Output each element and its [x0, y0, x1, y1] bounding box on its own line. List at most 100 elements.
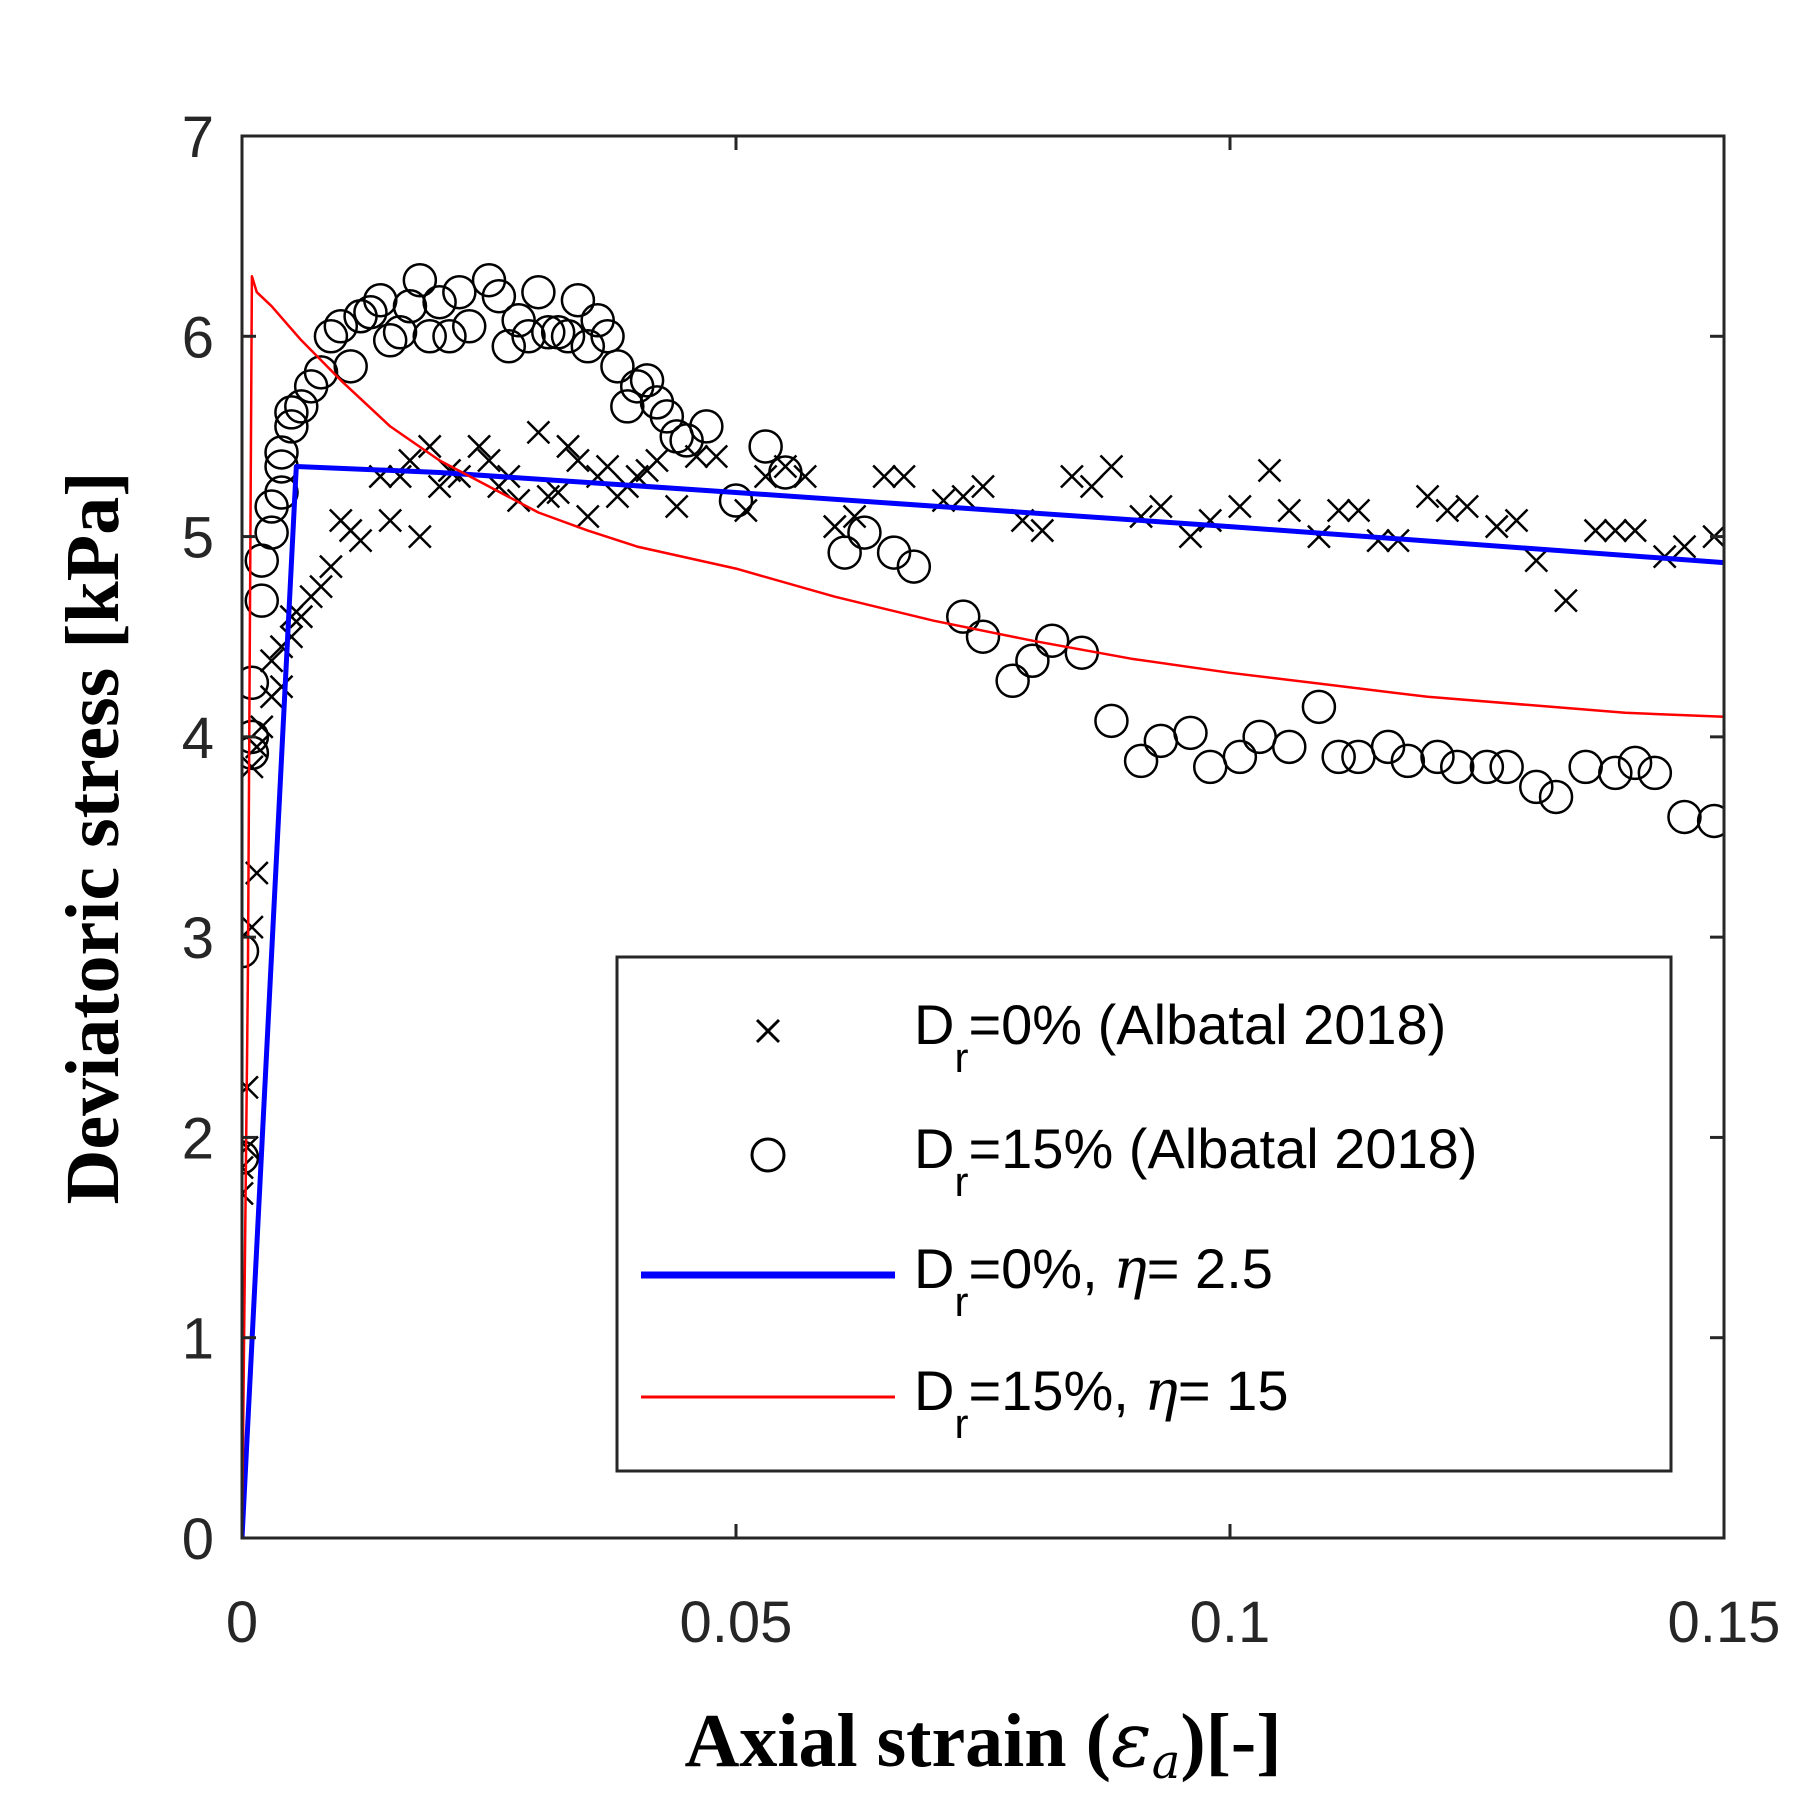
legend-entry-dr0-model: Dr=0%, η= 2.5 [641, 1237, 1273, 1325]
data-point-circle [896, 549, 932, 584]
data-point-x [892, 464, 916, 489]
x-axis-title-subscript: a [1152, 1734, 1181, 1790]
legend-label-dr0-data: Dr=0% (Albatal 2018) [914, 993, 1446, 1081]
data-point-x [575, 504, 600, 529]
data-point-circle [1015, 643, 1050, 678]
series-line [242, 274, 1724, 1538]
legend-label-dr0-model: Dr=0%, η= 2.5 [914, 1237, 1273, 1325]
data-point-x [289, 604, 314, 629]
data-point-x [556, 434, 580, 459]
tick-layer: 0 0.05 0.1 0.15 0 1 2 3 4 5 6 7 [182, 105, 1781, 1655]
data-point-x [506, 488, 531, 513]
data-point-circle [274, 409, 309, 444]
data-point-x [1030, 518, 1055, 543]
data-point-x [1227, 494, 1252, 519]
data-point-circle [323, 309, 359, 344]
data-point-x [1366, 528, 1391, 553]
data-point-circle [1667, 799, 1702, 835]
data-point-circle [242, 933, 260, 969]
y-tick-label: 5 [182, 506, 214, 571]
data-point-x [1504, 508, 1529, 533]
data-point-circle [521, 274, 556, 310]
data-point-x [526, 420, 551, 445]
data-point-circle [402, 262, 438, 298]
data-point-circle [1617, 745, 1653, 781]
data-point-x [704, 444, 729, 469]
data-point-circle [718, 483, 754, 518]
data-point-x [566, 448, 590, 473]
data-point-circle [1123, 743, 1159, 779]
legend-entry-dr15-data: Dr=15% (Albatal 2018) [750, 1117, 1477, 1205]
data-point-x [1346, 498, 1371, 523]
data-point-circle [284, 389, 319, 424]
x-axis-title-prefix: Axial strain ( [684, 1699, 1110, 1783]
data-point-circle [629, 363, 665, 398]
data-point-circle [491, 329, 527, 364]
data-point-x [1435, 498, 1460, 523]
series-1 [242, 262, 1724, 1175]
data-point-circle [451, 309, 487, 344]
data-point-circle [242, 1140, 260, 1175]
data-point-x [259, 648, 284, 673]
data-point-circle [1598, 755, 1633, 791]
data-point-circle [531, 315, 566, 350]
data-point-circle [392, 288, 428, 324]
series-0 [242, 420, 1724, 1206]
data-point-x [1307, 524, 1331, 549]
data-point-x [1129, 504, 1153, 529]
data-point-circle [560, 282, 596, 318]
data-point-x [1524, 548, 1549, 573]
data-point-circle [382, 315, 418, 350]
data-point-x [1583, 518, 1608, 543]
x-axis-title: Axial strain (εa)[-] [684, 1695, 1281, 1790]
legend-entry-dr15-model: Dr=15%, η= 15 [641, 1359, 1288, 1447]
data-point-circle [570, 329, 606, 364]
data-point-circle [1094, 703, 1129, 739]
data-point-circle [481, 278, 517, 314]
data-point-x [872, 464, 897, 489]
data-point-x [467, 434, 492, 459]
x-tick-label: 0 [226, 1590, 258, 1655]
data-point-circle [242, 665, 270, 701]
data-point-x [1455, 494, 1480, 519]
data-point-circle [1390, 743, 1426, 779]
data-point-circle [264, 475, 299, 510]
data-point-x [242, 755, 264, 779]
data-point-x [842, 504, 867, 529]
data-point-x [595, 454, 620, 479]
data-point-x [348, 528, 373, 553]
data-point-x [1079, 474, 1104, 499]
y-tick-label: 1 [182, 1307, 214, 1372]
data-point-circle [511, 319, 546, 354]
data-point-circle [333, 349, 368, 384]
data-point-x [1277, 498, 1302, 523]
data-point-x [279, 624, 304, 649]
data-point-x [319, 554, 343, 579]
plot-frame [240, 134, 1726, 1540]
series-line [242, 464, 1724, 1538]
data-point-circle [1272, 729, 1307, 765]
data-point-x [477, 448, 501, 473]
data-point-x [1603, 518, 1628, 543]
data-point-circle [254, 515, 289, 550]
data-point-circle [1439, 749, 1475, 785]
data-point-circle [748, 429, 783, 464]
data-point-circle [1301, 689, 1337, 725]
data-point-x [645, 448, 669, 473]
data-point-circle [1469, 749, 1505, 785]
data-point-x [1148, 494, 1173, 519]
data-point-x [1623, 518, 1647, 543]
data-point-x [1484, 514, 1509, 539]
data-point-x [249, 714, 274, 739]
data-point-circle [1370, 729, 1406, 765]
y-tick-label: 6 [182, 305, 214, 370]
data-point-x [1178, 524, 1203, 549]
data-point-x [1415, 484, 1440, 509]
legend-box [615, 955, 1673, 1473]
data-point-circle [264, 435, 299, 470]
data-point-x [427, 474, 452, 499]
data-point-circle [945, 599, 981, 634]
data-point-x [279, 604, 304, 629]
